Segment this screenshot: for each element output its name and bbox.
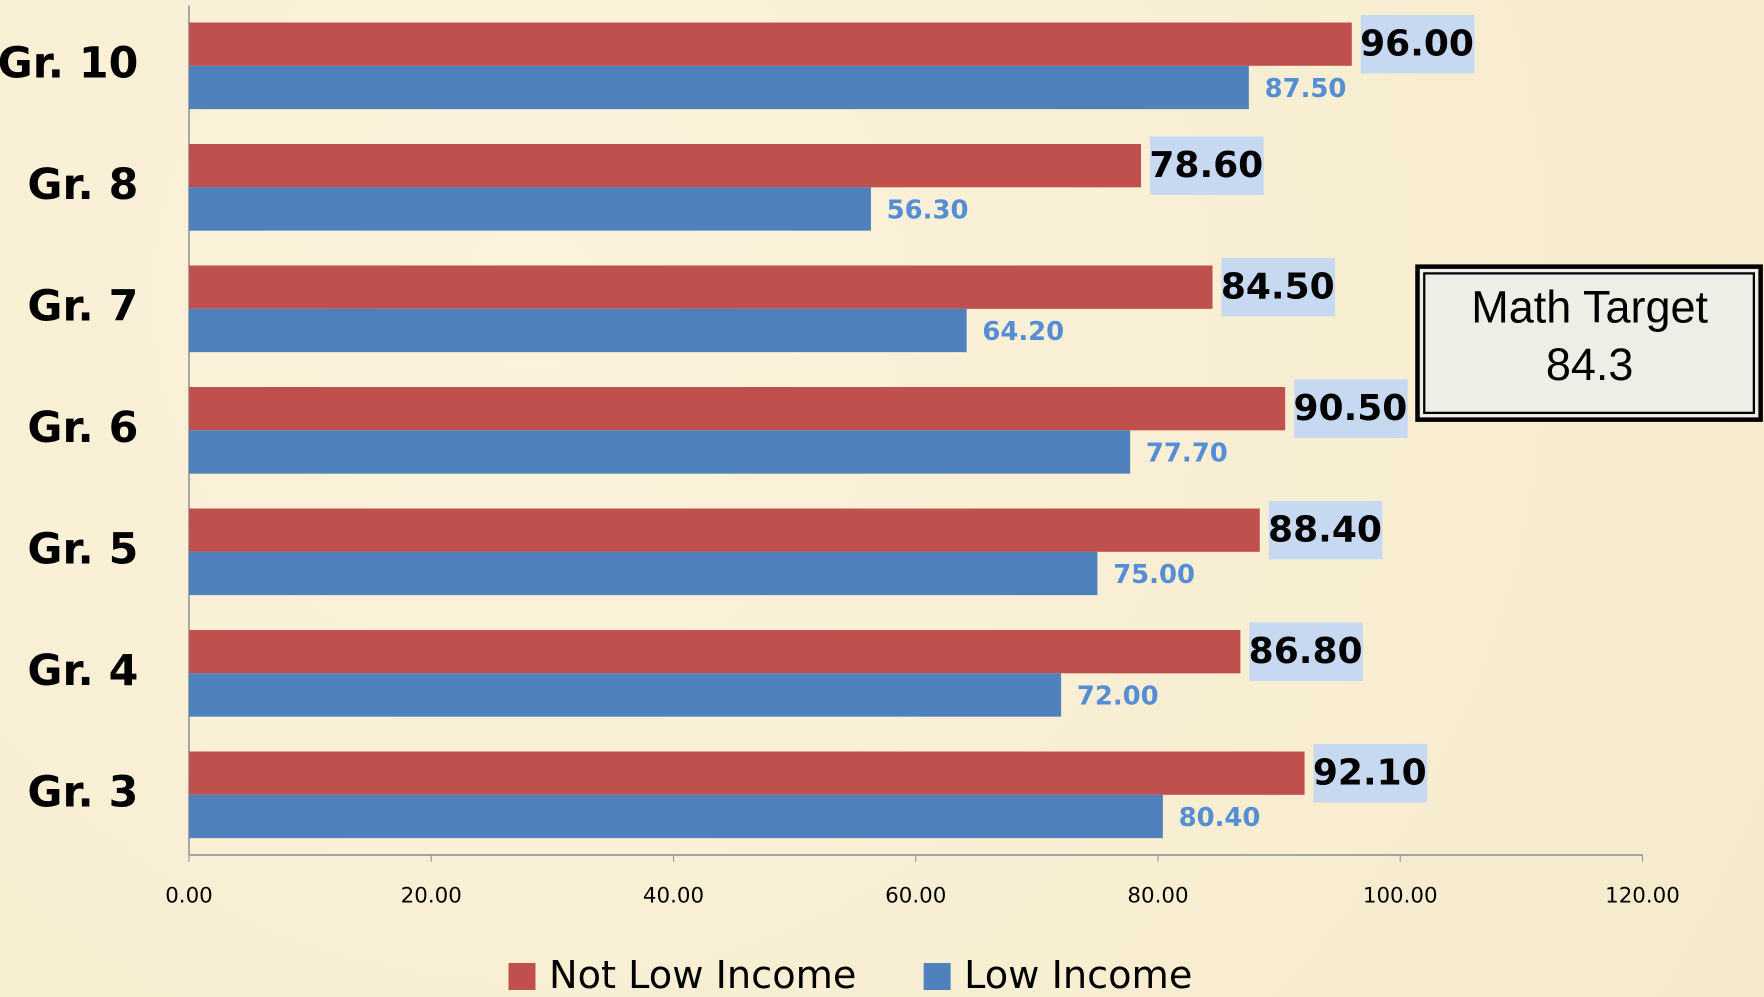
value-label-box bbox=[1268, 500, 1383, 560]
bar bbox=[189, 144, 1142, 188]
value-label: 92.10 bbox=[1313, 752, 1427, 793]
value-label: 56.30 bbox=[887, 196, 969, 226]
y-tick-label: Gr. 3 bbox=[27, 767, 138, 817]
value-label: 90.50 bbox=[1293, 388, 1407, 429]
value-label-box bbox=[1360, 14, 1475, 74]
x-tick-label: 0.00 bbox=[165, 884, 213, 909]
value-label: 88.40 bbox=[1268, 509, 1382, 550]
x-tick-label: 60.00 bbox=[885, 884, 946, 909]
value-label: 77.70 bbox=[1146, 439, 1228, 469]
x-tick-label: 20.00 bbox=[401, 884, 462, 909]
x-tick-label: 80.00 bbox=[1127, 884, 1188, 909]
legend-label: Low Income bbox=[964, 953, 1192, 997]
value-label: 75.00 bbox=[1113, 560, 1195, 590]
value-label-box bbox=[1313, 743, 1428, 803]
value-label: 87.50 bbox=[1265, 74, 1347, 104]
annotation-value: 84.3 bbox=[1546, 339, 1634, 390]
value-label-box bbox=[1249, 622, 1363, 681]
legend-swatch bbox=[508, 963, 536, 991]
value-label: 96.00 bbox=[1360, 23, 1474, 64]
bar bbox=[189, 794, 1163, 839]
y-tick-label: Gr. 7 bbox=[27, 281, 138, 331]
y-tick-label: Gr. 6 bbox=[27, 403, 138, 453]
bar bbox=[189, 387, 1286, 431]
annotation-box-inner bbox=[1423, 272, 1755, 415]
x-tick-label: 40.00 bbox=[643, 884, 704, 909]
bar bbox=[189, 630, 1241, 674]
y-tick-label: Gr. 8 bbox=[27, 160, 138, 210]
value-label-box bbox=[1150, 136, 1264, 195]
value-label: 64.20 bbox=[982, 317, 1064, 347]
x-tick-label: 120.00 bbox=[1605, 884, 1680, 909]
value-label: 80.40 bbox=[1179, 803, 1261, 833]
bar bbox=[189, 187, 871, 231]
legend-swatch bbox=[923, 963, 951, 991]
value-label-box bbox=[1221, 257, 1336, 317]
legend-label: Not Low Income bbox=[549, 953, 856, 997]
y-tick-label: Gr. 10 bbox=[0, 38, 138, 88]
bar bbox=[189, 65, 1249, 110]
value-label: 84.50 bbox=[1221, 266, 1335, 307]
value-label-box bbox=[1294, 379, 1408, 438]
y-tick-label: Gr. 4 bbox=[27, 646, 138, 696]
bar bbox=[189, 308, 967, 353]
value-label: 78.60 bbox=[1149, 145, 1263, 186]
bar bbox=[189, 265, 1213, 309]
bar bbox=[189, 551, 1098, 596]
bar bbox=[189, 751, 1305, 795]
value-label: 86.80 bbox=[1249, 631, 1363, 672]
bar bbox=[189, 508, 1260, 552]
annotation-box bbox=[1415, 264, 1763, 422]
annotation-label: Math Target bbox=[1471, 281, 1708, 332]
bar bbox=[189, 22, 1352, 66]
bar bbox=[189, 673, 1062, 717]
value-label: 72.00 bbox=[1077, 682, 1159, 712]
bar bbox=[189, 430, 1131, 474]
x-tick-label: 100.00 bbox=[1363, 884, 1438, 909]
y-tick-label: Gr. 5 bbox=[27, 524, 138, 574]
